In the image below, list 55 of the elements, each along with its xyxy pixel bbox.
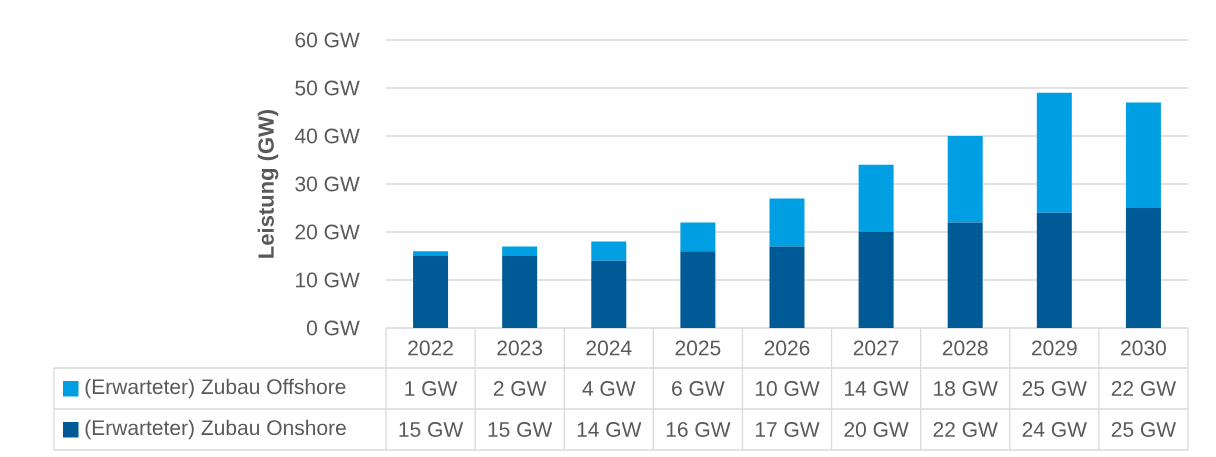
bar xyxy=(947,135,983,223)
bar xyxy=(413,255,449,328)
y-tick-label: 40 GW xyxy=(294,128,360,144)
data-label: 25 GW xyxy=(1111,422,1176,437)
data-label: 10 GW xyxy=(755,381,820,396)
x-tick-label: 2029 xyxy=(1032,340,1077,356)
y-tick-label: 20 GW xyxy=(295,224,360,240)
y-tick-label: 60 GW xyxy=(295,32,360,48)
bar xyxy=(680,251,716,328)
data-label: 22 GW xyxy=(933,422,998,437)
y-tick-label: 30 GW xyxy=(295,176,360,192)
data-label: 17 GW xyxy=(755,422,820,437)
data-label: 15 GW xyxy=(399,422,464,437)
bar xyxy=(769,198,805,247)
bar xyxy=(1036,212,1072,328)
x-tick-label: 2024 xyxy=(586,340,632,356)
x-tick-label: 2026 xyxy=(764,340,810,356)
bar xyxy=(769,246,805,328)
data-label: 24 GW xyxy=(1022,422,1087,437)
data-label: 18 GW xyxy=(934,381,998,396)
data-label: 14 GW xyxy=(845,381,909,396)
x-tick-label: 2028 xyxy=(942,340,988,356)
bar xyxy=(591,241,627,261)
bar xyxy=(591,260,627,328)
data-label: 14 GW xyxy=(577,422,642,437)
data-label: 16 GW xyxy=(666,422,731,437)
y-axis-title: Leistung (GW) xyxy=(257,109,279,258)
data-label: 15 GW xyxy=(488,422,553,437)
x-tick-label: 2027 xyxy=(853,340,899,356)
bar xyxy=(413,251,449,256)
data-label: 22 GW xyxy=(1111,381,1176,396)
data-label: 4 GW xyxy=(582,381,636,396)
bar xyxy=(1125,207,1161,328)
data-label: 2 GW xyxy=(493,381,547,396)
bar xyxy=(680,222,716,252)
y-tick-label: 0 GW xyxy=(306,320,360,336)
data-label: 25 GW xyxy=(1022,381,1087,396)
bar xyxy=(858,164,894,232)
bar xyxy=(947,222,983,328)
x-tick-label: 2022 xyxy=(408,340,453,356)
bar xyxy=(1125,102,1161,208)
bar xyxy=(858,231,894,328)
legend-label: (Erwarteter) Zubau Offshore xyxy=(85,378,346,399)
bar xyxy=(1036,92,1072,213)
data-label: 20 GW xyxy=(844,422,909,437)
y-tick-label: 10 GW xyxy=(296,272,360,288)
data-label: 1 GW xyxy=(405,381,458,396)
data-label: 6 GW xyxy=(672,381,725,396)
legend-label: (Erwarteter) Zubau Onshore xyxy=(85,419,346,440)
bar xyxy=(502,246,538,256)
y-tick-label: 50 GW xyxy=(295,80,360,96)
x-tick-label: 2023 xyxy=(497,340,543,356)
x-tick-label: 2025 xyxy=(675,340,721,356)
x-tick-label: 2030 xyxy=(1121,340,1166,356)
bar xyxy=(502,255,538,328)
